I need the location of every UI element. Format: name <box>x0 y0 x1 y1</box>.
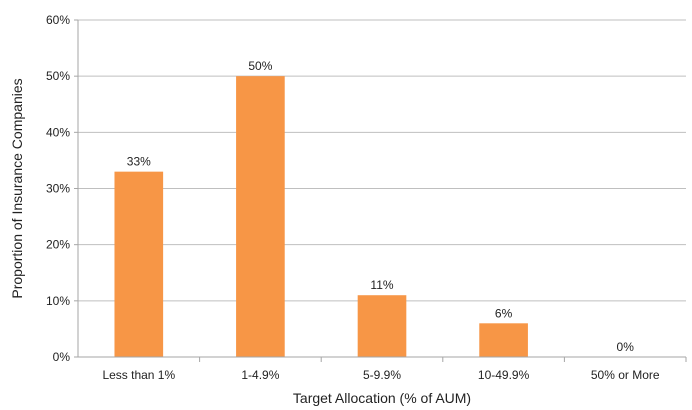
y-tick-label: 50% <box>46 69 70 83</box>
y-tick-label: 10% <box>46 294 70 308</box>
grid-lines <box>78 20 686 301</box>
x-axis-tick-labels: Less than 1% 1-4.9% 5-9.9% 10-49.9% 50% or M… <box>102 368 659 382</box>
y-tick-label: 20% <box>46 238 70 252</box>
data-label: 0% <box>617 340 635 354</box>
x-tick-label: 5-9.9% <box>363 368 401 382</box>
y-tick-label: 30% <box>46 182 70 196</box>
y-tick-label: 60% <box>46 13 70 27</box>
x-tick-label: 1-4.9% <box>241 368 279 382</box>
bar <box>236 76 285 357</box>
x-tick-label: 10-49.9% <box>478 368 530 382</box>
data-label: 33% <box>127 155 151 169</box>
x-tick-label: Less than 1% <box>102 368 175 382</box>
bar <box>358 295 407 357</box>
data-label: 11% <box>370 278 393 292</box>
y-tick-label: 40% <box>46 125 70 139</box>
bar <box>114 172 163 357</box>
bar <box>479 323 528 357</box>
bars <box>114 76 527 357</box>
x-tick-label: 50% or More <box>591 368 660 382</box>
y-tick-label: 0% <box>53 350 71 364</box>
x-axis-title: Target Allocation (% of AUM) <box>293 390 471 406</box>
y-axis-title: Proportion of Insurance Companies <box>9 78 25 298</box>
data-label: 50% <box>248 59 272 73</box>
y-axis-tick-labels: 0% 10% 20% 30% 40% 50% 60% <box>46 13 78 364</box>
data-label: 6% <box>495 306 513 320</box>
